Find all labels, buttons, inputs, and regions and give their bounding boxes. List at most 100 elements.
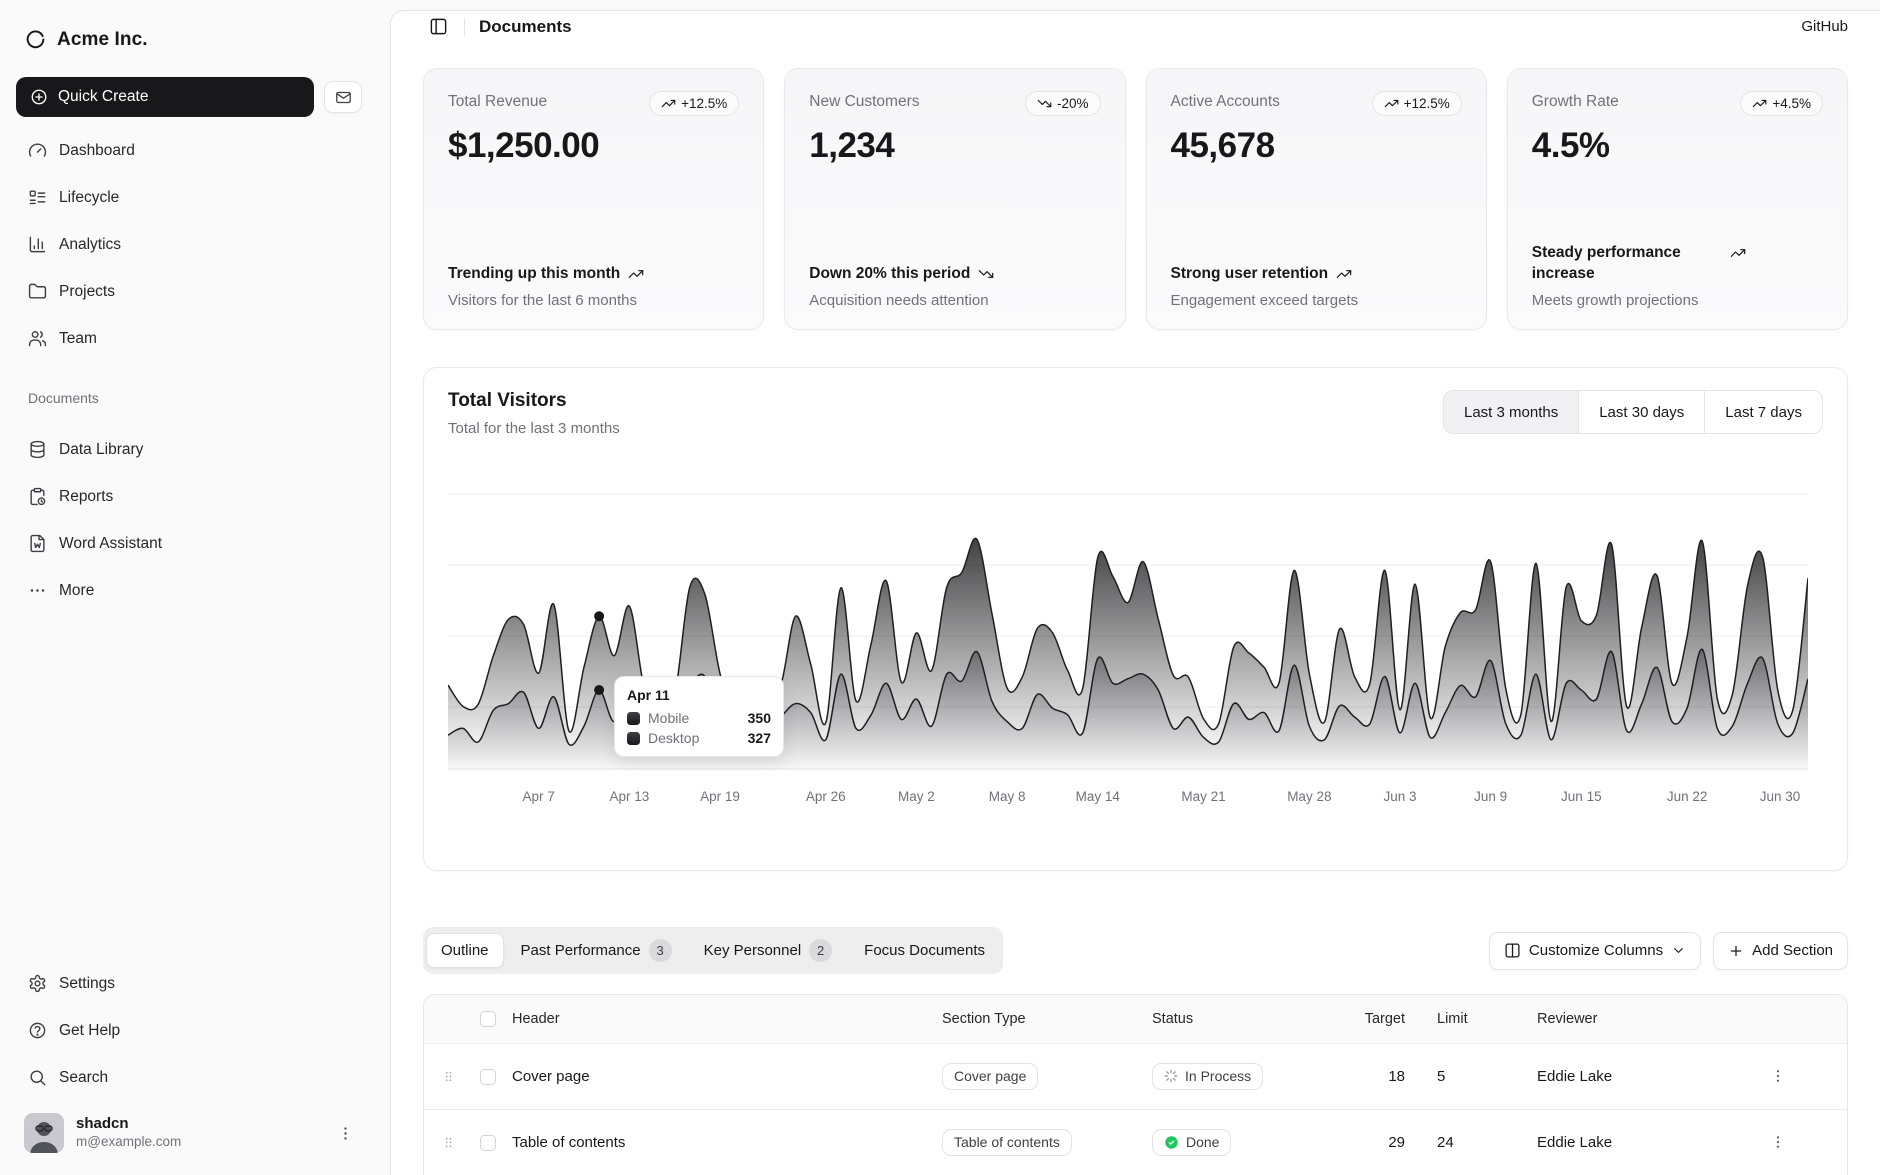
topbar: Documents GitHub	[391, 11, 1880, 42]
tab-outline[interactable]: Outline	[426, 933, 504, 968]
drag-handle-icon[interactable]	[432, 1069, 464, 1084]
list-icon	[28, 188, 47, 207]
tab-key-personnel[interactable]: Key Personnel 2	[689, 930, 848, 971]
chart-subtitle: Total for the last 3 months	[448, 420, 620, 437]
sidebar-item-search[interactable]: Search	[16, 1056, 362, 1099]
stat-subtext: Engagement exceed targets	[1171, 292, 1462, 309]
tooltip-date: Apr 11	[627, 687, 771, 703]
sidebar-item-word-assistant[interactable]: Word Assistant	[16, 522, 362, 565]
brand-logo-icon	[24, 28, 47, 51]
row-actions-kebab-icon[interactable]	[1766, 1130, 1790, 1154]
sidebar-item-label: Word Assistant	[59, 535, 162, 553]
reviewer-cell[interactable]: Eddie Lake	[1529, 1109, 1709, 1175]
trend-badge: +4.5%	[1740, 91, 1823, 116]
tab-past-performance[interactable]: Past Performance 3	[506, 930, 687, 971]
stat-value: 4.5%	[1532, 126, 1823, 166]
limit-cell[interactable]: 5	[1419, 1043, 1529, 1109]
desktop-series-swatch	[627, 732, 640, 745]
sidebar-item-label: Data Library	[59, 441, 143, 459]
stat-footnote: Strong user retention	[1171, 263, 1329, 285]
trending-down-icon	[1037, 96, 1052, 111]
stat-footnote: Down 20% this period	[809, 263, 970, 285]
user-menu-kebab-icon[interactable]	[337, 1125, 354, 1142]
table-row: Table of contents Table of contents Done…	[424, 1109, 1847, 1175]
inbox-button[interactable]	[324, 81, 362, 113]
row-actions-kebab-icon[interactable]	[1766, 1064, 1790, 1088]
row-header-cell[interactable]: Cover page	[504, 1043, 934, 1109]
sidebar-item-label: Team	[59, 330, 97, 348]
row-header-cell[interactable]: Table of contents	[504, 1109, 934, 1175]
sidebar-item-get-help[interactable]: Get Help	[16, 1009, 362, 1052]
svg-text:Jun 9: Jun 9	[1474, 789, 1507, 804]
select-all-checkbox[interactable]	[480, 1011, 496, 1027]
row-checkbox[interactable]	[480, 1069, 496, 1085]
sidebar-item-team[interactable]: Team	[16, 317, 362, 360]
sidebar-item-reports[interactable]: Reports	[16, 475, 362, 518]
visitors-chart[interactable]: Apr 7Apr 13Apr 19Apr 26May 2May 8May 14M…	[448, 461, 1823, 811]
sidebar-item-projects[interactable]: Projects	[16, 270, 362, 313]
plus-icon	[1728, 943, 1744, 959]
stat-card-active-accounts: Active Accounts +12.5% 45,678 Strong use…	[1146, 68, 1487, 330]
stat-value: 45,678	[1171, 126, 1462, 166]
clipboard-icon	[28, 487, 47, 506]
range-last-3-months[interactable]: Last 3 months	[1444, 391, 1578, 433]
svg-text:Jun 3: Jun 3	[1383, 789, 1416, 804]
reviewer-cell[interactable]: Eddie Lake	[1529, 1043, 1709, 1109]
row-checkbox[interactable]	[480, 1135, 496, 1151]
github-link[interactable]: GitHub	[1801, 18, 1848, 35]
column-header: Limit	[1419, 995, 1529, 1043]
brand[interactable]: Acme Inc.	[16, 22, 362, 57]
total-visitors-card: Total Visitors Total for the last 3 mont…	[423, 367, 1848, 871]
sidebar-main-nav: Dashboard Lifecycle Analytics Projects T…	[16, 129, 362, 360]
add-section-button[interactable]: Add Section	[1713, 932, 1848, 970]
status-badge: In Process	[1152, 1063, 1263, 1090]
sidebar-item-label: Lifecycle	[59, 189, 119, 207]
sidebar-item-settings[interactable]: Settings	[16, 962, 362, 1005]
quick-create-button[interactable]: Quick Create	[16, 77, 314, 117]
user-name: shadcn	[76, 1115, 325, 1134]
check-circle-icon	[1164, 1135, 1179, 1150]
svg-text:Apr 13: Apr 13	[609, 789, 649, 804]
stat-card-growth-rate: Growth Rate +4.5% 4.5% Steady performanc…	[1507, 68, 1848, 330]
tab-label: Focus Documents	[864, 942, 985, 959]
stat-value: $1,250.00	[448, 126, 739, 166]
column-header: Status	[1144, 995, 1324, 1043]
chevron-down-icon	[1671, 943, 1686, 958]
svg-text:Jun 22: Jun 22	[1667, 789, 1708, 804]
help-icon	[28, 1021, 47, 1040]
sidebar-section-label: Documents	[28, 390, 350, 406]
gear-icon	[28, 974, 47, 993]
svg-text:May 8: May 8	[989, 789, 1026, 804]
drag-handle-icon[interactable]	[432, 1135, 464, 1150]
tab-label: Outline	[441, 942, 489, 959]
gauge-icon	[28, 141, 47, 160]
sidebar-item-more[interactable]: More	[16, 569, 362, 612]
sidebar-item-analytics[interactable]: Analytics	[16, 223, 362, 266]
sidebar-item-data-library[interactable]: Data Library	[16, 428, 362, 471]
svg-text:Apr 7: Apr 7	[523, 789, 555, 804]
user-menu[interactable]: shadcn m@example.com	[16, 1105, 362, 1161]
svg-text:May 2: May 2	[898, 789, 935, 804]
sidebar-footer-nav: Settings Get Help Search	[16, 962, 362, 1099]
user-email: m@example.com	[76, 1134, 325, 1151]
drag-column-header	[424, 995, 472, 1043]
mail-icon	[335, 89, 352, 106]
target-cell[interactable]: 29	[1324, 1109, 1419, 1175]
avatar	[24, 1113, 64, 1153]
mobile-series-swatch	[627, 712, 640, 725]
sidebar-item-dashboard[interactable]: Dashboard	[16, 129, 362, 172]
svg-text:Jun 30: Jun 30	[1760, 789, 1801, 804]
stat-subtext: Meets growth projections	[1532, 292, 1823, 309]
range-last-30-days[interactable]: Last 30 days	[1578, 391, 1704, 433]
range-last-7-days[interactable]: Last 7 days	[1704, 391, 1822, 433]
divider	[464, 18, 465, 36]
sidebar-item-lifecycle[interactable]: Lifecycle	[16, 176, 362, 219]
sidebar-toggle-button[interactable]	[423, 11, 454, 42]
tab-focus-documents[interactable]: Focus Documents	[849, 933, 1000, 968]
stat-value: 1,234	[809, 126, 1100, 166]
chart-title: Total Visitors	[448, 390, 620, 412]
visitors-chart-svg: Apr 7Apr 13Apr 19Apr 26May 2May 8May 14M…	[448, 461, 1808, 811]
customize-columns-button[interactable]: Customize Columns	[1489, 932, 1701, 970]
limit-cell[interactable]: 24	[1419, 1109, 1529, 1175]
target-cell[interactable]: 18	[1324, 1043, 1419, 1109]
